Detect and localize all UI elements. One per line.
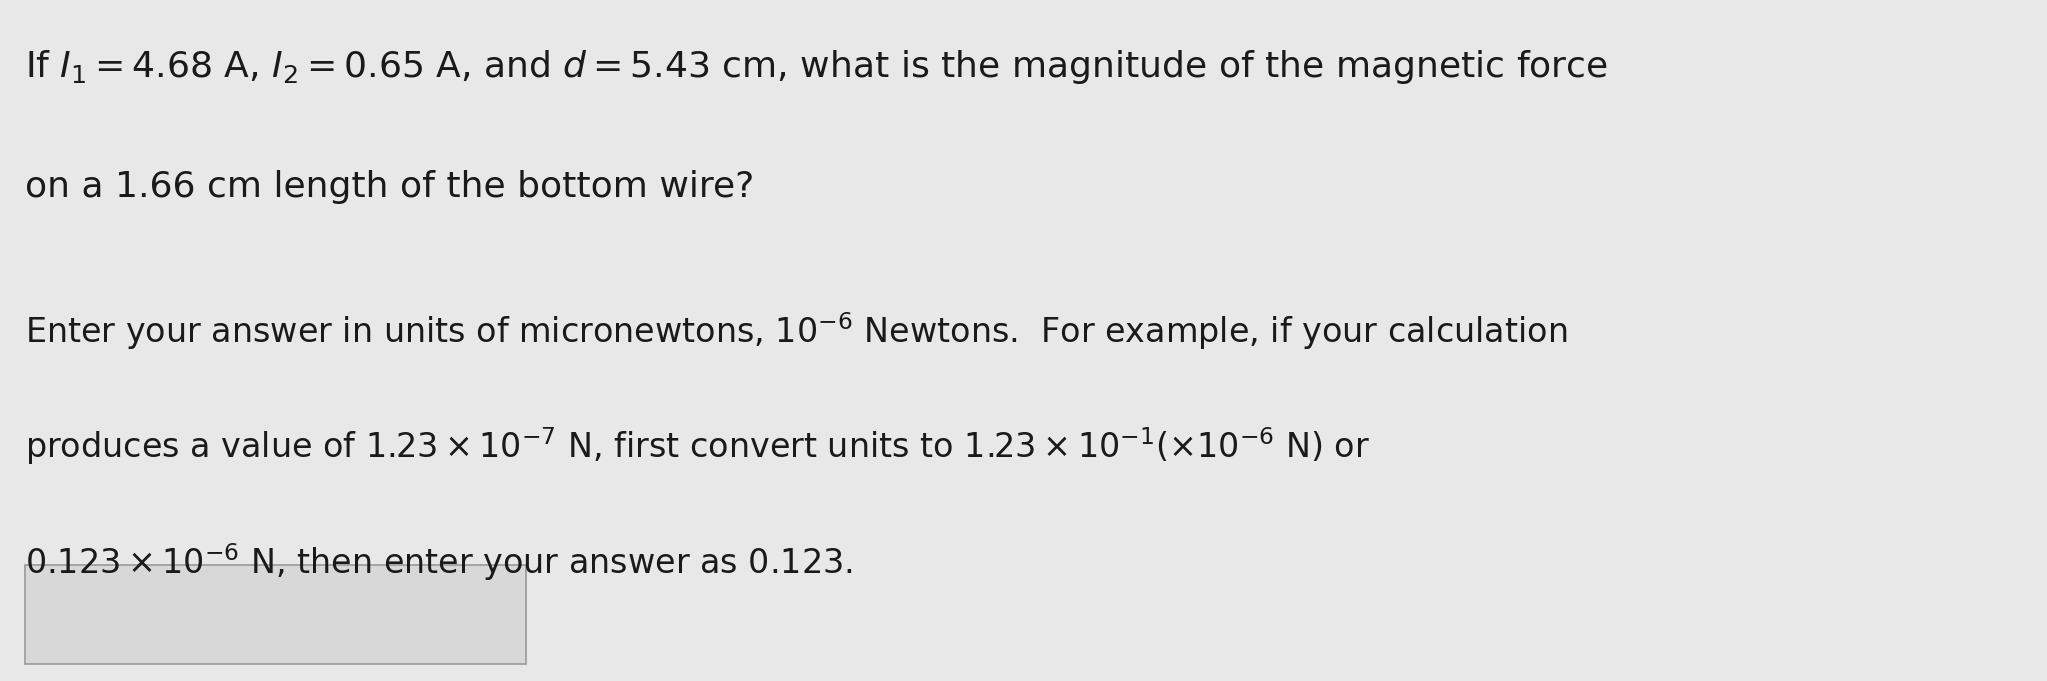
- Text: produces a value of $1.23 \times 10^{-7}$ N, first convert units to $1.23 \times: produces a value of $1.23 \times 10^{-7}…: [25, 426, 1369, 467]
- Text: $0.123 \times 10^{-6}$ N, then enter your answer as 0.123.: $0.123 \times 10^{-6}$ N, then enter you…: [25, 541, 852, 583]
- Text: on a 1.66 cm length of the bottom wire?: on a 1.66 cm length of the bottom wire?: [25, 170, 753, 204]
- Text: Enter your answer in units of micronewtons, $10^{-6}$ Newtons.  For example, if : Enter your answer in units of micronewto…: [25, 310, 1568, 351]
- FancyBboxPatch shape: [25, 565, 526, 664]
- Text: If $I_1 = 4.68$ A, $I_2 = 0.65$ A, and $d = 5.43$ cm, what is the magnitude of t: If $I_1 = 4.68$ A, $I_2 = 0.65$ A, and $…: [25, 48, 1607, 86]
